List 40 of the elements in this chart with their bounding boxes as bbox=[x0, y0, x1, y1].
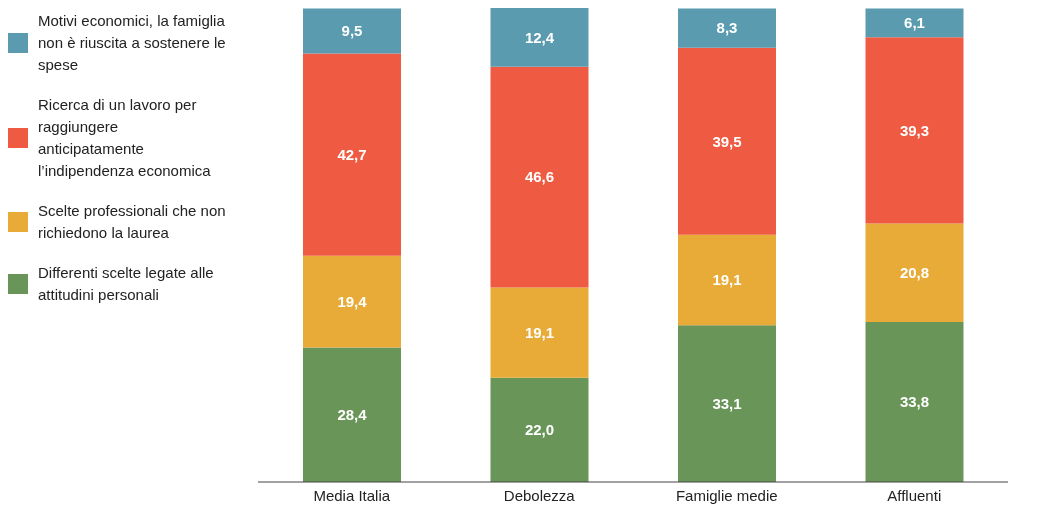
x-tick-label: Affluenti bbox=[887, 486, 942, 504]
data-label: 9,5 bbox=[341, 22, 363, 40]
data-label: 12,4 bbox=[524, 28, 555, 46]
data-label: 46,6 bbox=[524, 168, 555, 186]
bar bbox=[678, 47, 776, 235]
data-label: 19,1 bbox=[524, 323, 555, 341]
bar bbox=[865, 223, 964, 322]
bar bbox=[490, 66, 589, 288]
data-label: 22,0 bbox=[524, 421, 555, 439]
data-label: 39,5 bbox=[712, 132, 742, 150]
legend-label: Ricerca di un lavoro per raggiungere anticipatamente l’indipendenza economica bbox=[38, 95, 212, 181]
bar bbox=[678, 8, 776, 48]
x-tick-label: Debolezza bbox=[503, 486, 576, 504]
data-label: 42,7 bbox=[337, 145, 367, 163]
data-label: 39,3 bbox=[899, 121, 930, 139]
data-label: 20,8 bbox=[899, 264, 930, 282]
bar bbox=[303, 53, 401, 256]
data-label: 19,1 bbox=[712, 271, 742, 289]
bar bbox=[678, 325, 776, 482]
data-label: 19,4 bbox=[337, 292, 368, 310]
bar bbox=[678, 234, 776, 326]
bar bbox=[865, 321, 964, 482]
bar bbox=[303, 8, 401, 54]
legend-label: Differenti scelte legate alle attitudini personali bbox=[38, 263, 215, 305]
x-tick-label: Media Italia bbox=[313, 486, 391, 504]
bar bbox=[490, 377, 589, 482]
data-label: 6,1 bbox=[904, 14, 925, 32]
data-label: 33,8 bbox=[899, 393, 930, 411]
data-label: 28,4 bbox=[337, 406, 368, 424]
data-label: 8,3 bbox=[716, 19, 738, 37]
bar bbox=[303, 347, 401, 482]
legend-label: Motivi economici, la famiglia non è riuscita a sostenere le spese bbox=[38, 11, 226, 75]
bar bbox=[865, 37, 964, 224]
legend-label: Scelte professionali che non richiedono la laurea bbox=[38, 201, 226, 243]
x-tick-label: Famiglie medie bbox=[675, 486, 778, 504]
data-label: 33,1 bbox=[712, 394, 742, 412]
bar bbox=[865, 8, 964, 38]
bar bbox=[490, 8, 589, 67]
bar bbox=[490, 287, 589, 378]
bar bbox=[303, 255, 401, 348]
